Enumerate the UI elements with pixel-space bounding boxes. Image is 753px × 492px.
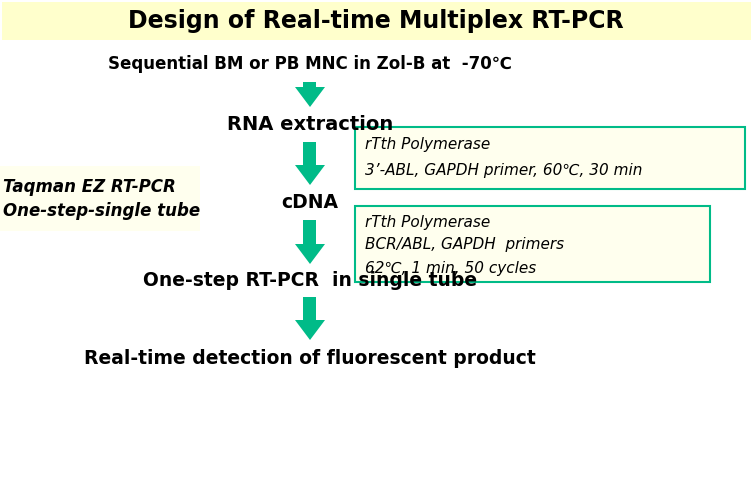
Text: rTth Polymerase: rTth Polymerase — [365, 137, 490, 153]
Text: One-step-single tube: One-step-single tube — [3, 202, 200, 219]
Text: Design of Real-time Multiplex RT-PCR: Design of Real-time Multiplex RT-PCR — [128, 9, 623, 33]
FancyBboxPatch shape — [2, 2, 751, 40]
Text: Sequential BM or PB MNC in Zol-B at  -70℃: Sequential BM or PB MNC in Zol-B at -70℃ — [108, 55, 512, 73]
Text: Taqman EZ RT-PCR: Taqman EZ RT-PCR — [3, 179, 175, 196]
Polygon shape — [303, 297, 316, 320]
Text: Real-time detection of fluorescent product: Real-time detection of fluorescent produ… — [84, 349, 536, 369]
Text: BCR/ABL, GAPDH  primers: BCR/ABL, GAPDH primers — [365, 238, 564, 252]
Polygon shape — [295, 320, 325, 340]
FancyBboxPatch shape — [0, 166, 200, 231]
Text: rTth Polymerase: rTth Polymerase — [365, 215, 490, 230]
Polygon shape — [295, 244, 325, 264]
Polygon shape — [303, 82, 316, 87]
Text: One-step RT-PCR  in single tube: One-step RT-PCR in single tube — [143, 271, 477, 289]
Text: cDNA: cDNA — [282, 193, 339, 213]
Text: 62℃, 1 min, 50 cycles: 62℃, 1 min, 50 cycles — [365, 260, 536, 276]
Text: 3’-ABL, GAPDH primer, 60℃, 30 min: 3’-ABL, GAPDH primer, 60℃, 30 min — [365, 162, 642, 178]
Polygon shape — [303, 220, 316, 244]
FancyBboxPatch shape — [355, 127, 745, 189]
Polygon shape — [303, 142, 316, 165]
Polygon shape — [295, 165, 325, 185]
FancyBboxPatch shape — [355, 206, 710, 282]
Text: RNA extraction: RNA extraction — [227, 115, 393, 133]
Polygon shape — [295, 87, 325, 107]
